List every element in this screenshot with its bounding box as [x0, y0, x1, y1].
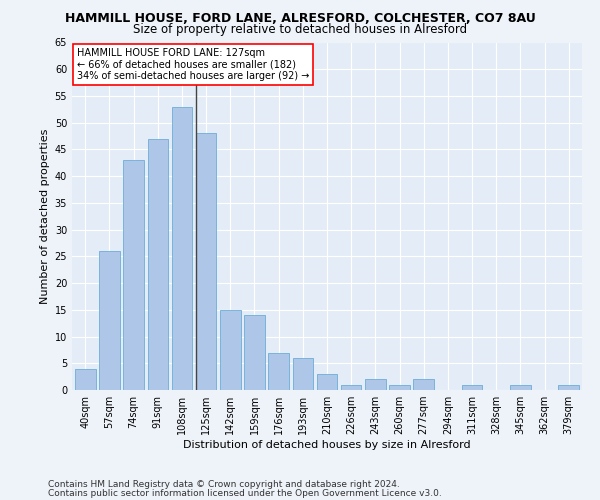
Bar: [220, 310, 241, 390]
Bar: [268, 352, 289, 390]
Bar: [124, 160, 144, 390]
Bar: [341, 384, 361, 390]
Bar: [196, 134, 217, 390]
X-axis label: Distribution of detached houses by size in Alresford: Distribution of detached houses by size …: [183, 440, 471, 450]
Bar: [510, 384, 530, 390]
Bar: [413, 380, 434, 390]
Bar: [244, 315, 265, 390]
Text: Contains public sector information licensed under the Open Government Licence v3: Contains public sector information licen…: [48, 489, 442, 498]
Bar: [172, 106, 192, 390]
Bar: [365, 380, 386, 390]
Bar: [462, 384, 482, 390]
Bar: [317, 374, 337, 390]
Text: Size of property relative to detached houses in Alresford: Size of property relative to detached ho…: [133, 22, 467, 36]
Text: Contains HM Land Registry data © Crown copyright and database right 2024.: Contains HM Land Registry data © Crown c…: [48, 480, 400, 489]
Text: HAMMILL HOUSE FORD LANE: 127sqm
← 66% of detached houses are smaller (182)
34% o: HAMMILL HOUSE FORD LANE: 127sqm ← 66% of…: [77, 48, 310, 81]
Bar: [148, 138, 168, 390]
Y-axis label: Number of detached properties: Number of detached properties: [40, 128, 50, 304]
Bar: [559, 384, 579, 390]
Bar: [99, 251, 120, 390]
Text: HAMMILL HOUSE, FORD LANE, ALRESFORD, COLCHESTER, CO7 8AU: HAMMILL HOUSE, FORD LANE, ALRESFORD, COL…: [65, 12, 535, 26]
Bar: [389, 384, 410, 390]
Bar: [75, 368, 95, 390]
Bar: [293, 358, 313, 390]
